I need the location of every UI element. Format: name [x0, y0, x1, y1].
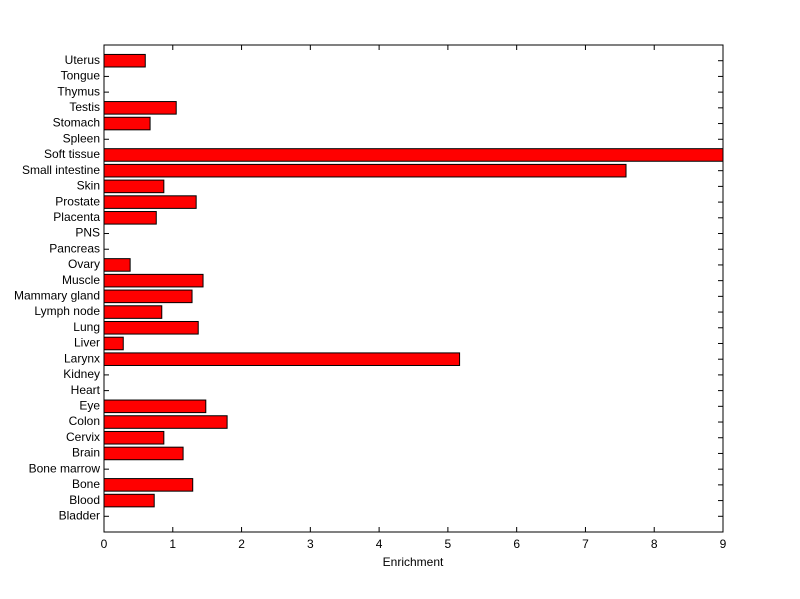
bar [103, 148, 724, 162]
y-tick-label: Kidney [63, 367, 100, 381]
y-tick-label: Skin [77, 179, 100, 193]
y-tick-label: Brain [72, 446, 100, 460]
bar [103, 195, 197, 209]
x-tick-label: 4 [376, 537, 383, 551]
bar [103, 336, 124, 351]
y-tick-label: Pancreas [49, 241, 100, 255]
bar [103, 399, 207, 414]
y-tick-label: Spleen [63, 131, 100, 145]
x-tick-label: 7 [582, 537, 589, 551]
x-axis-label: Enrichment [383, 555, 444, 569]
y-tick-label: Eye [79, 398, 100, 412]
x-tick-label: 9 [720, 537, 727, 551]
y-tick-label: Lung [73, 320, 100, 334]
y-tick-label: Ovary [68, 257, 100, 271]
y-tick-label: Soft tissue [44, 147, 100, 161]
y-tick-label: Muscle [62, 273, 100, 287]
bar [103, 352, 461, 366]
y-tick-label: Bone marrow [29, 461, 101, 475]
bar [103, 211, 157, 225]
bar [103, 478, 194, 492]
plot-frame [103, 44, 724, 533]
y-tick-label: Blood [69, 493, 100, 507]
x-tick-label: 8 [651, 537, 658, 551]
bar [103, 179, 165, 194]
x-tick-label: 3 [307, 537, 314, 551]
y-tick-label: Larynx [64, 351, 100, 365]
y-tick-label: Thymus [57, 84, 100, 98]
bar [103, 446, 184, 461]
bar [103, 320, 199, 335]
y-tick-label: Bladder [59, 508, 100, 522]
y-tick-label: Mammary gland [14, 289, 100, 303]
bar [103, 415, 228, 429]
bar [103, 430, 165, 445]
bar [103, 53, 146, 68]
bar [103, 258, 131, 272]
bar [103, 305, 163, 319]
bar [103, 163, 627, 178]
x-tick-label: 5 [445, 537, 452, 551]
bar [103, 273, 204, 288]
y-tick-label: Uterus [65, 53, 100, 67]
y-tick-label: Tongue [61, 69, 101, 83]
x-tick-label: 2 [238, 537, 245, 551]
y-tick-label: PNS [75, 226, 100, 240]
y-tick-label: Liver [74, 336, 100, 350]
y-tick-label: Bone [72, 477, 100, 491]
bar [103, 101, 177, 115]
y-tick-label: Heart [71, 383, 101, 397]
y-tick-label: Lymph node [34, 304, 100, 318]
y-tick-label: Placenta [53, 210, 100, 224]
y-tick-label: Colon [69, 414, 100, 428]
y-tick-label: Testis [69, 100, 100, 114]
x-tick-label: 1 [169, 537, 176, 551]
x-tick-label: 0 [101, 537, 108, 551]
y-tick-label: Prostate [55, 194, 100, 208]
y-tick-label: Stomach [53, 116, 100, 130]
y-tick-label: Small intestine [22, 163, 100, 177]
bar [103, 116, 151, 131]
x-tick-label: 6 [513, 537, 520, 551]
y-tick-label: Cervix [66, 430, 100, 444]
bar [103, 493, 155, 508]
bar [103, 289, 193, 304]
